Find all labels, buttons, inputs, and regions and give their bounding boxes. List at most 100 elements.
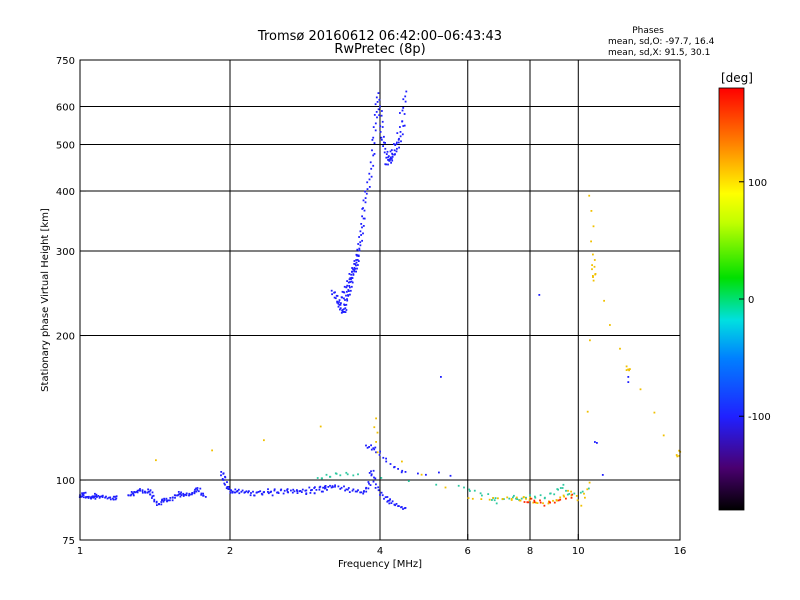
data-point [257, 491, 260, 493]
data-point [106, 497, 109, 500]
data-point [480, 498, 483, 500]
data-point [132, 494, 135, 497]
data-point [253, 494, 255, 497]
x-tick-label: 2 [227, 546, 233, 557]
data-point [200, 492, 203, 495]
data-point [399, 126, 401, 128]
data-point [291, 491, 294, 494]
data-point [337, 485, 340, 488]
data-point [579, 491, 582, 494]
data-point [404, 95, 407, 98]
data-point [565, 497, 567, 500]
data-point [366, 446, 369, 449]
data-point [401, 109, 404, 112]
data-point [322, 486, 324, 489]
data-point [347, 289, 350, 291]
data-point [387, 155, 390, 157]
data-point [299, 490, 302, 492]
data-point [279, 489, 282, 492]
data-point [343, 485, 345, 488]
data-point [627, 381, 630, 383]
data-point [286, 489, 288, 491]
data-point [372, 480, 375, 483]
data-point [332, 486, 334, 488]
data-point [351, 267, 353, 269]
data-point [194, 488, 196, 491]
data-point [333, 296, 336, 299]
data-point [385, 457, 387, 460]
data-point [346, 299, 349, 302]
data-point [369, 161, 372, 164]
data-point [202, 492, 204, 495]
data-point [402, 98, 405, 101]
data-point [353, 270, 356, 273]
data-point [160, 501, 163, 503]
data-point [525, 497, 527, 500]
x-tick-label: 16 [674, 546, 687, 557]
data-point [339, 303, 342, 306]
data-point [403, 124, 406, 127]
data-point [165, 497, 168, 500]
data-point [156, 504, 158, 506]
data-point [351, 276, 353, 279]
data-point [151, 497, 153, 499]
data-point [387, 159, 389, 161]
data-point [368, 472, 371, 474]
data-point [191, 492, 194, 495]
data-point [662, 434, 665, 437]
data-point [350, 278, 352, 280]
data-point [543, 504, 546, 507]
phase-stats-o: mean, sd,O: -97.7, 16.4 [608, 37, 715, 47]
data-point [361, 239, 363, 242]
data-point [139, 489, 141, 492]
data-point [378, 454, 381, 456]
data-point [115, 495, 118, 498]
data-point [161, 498, 164, 501]
data-point [362, 217, 365, 220]
data-point [151, 495, 154, 498]
y-axis-ticks: 75 100 200 300 400 500 600 750 [56, 56, 86, 547]
data-point [553, 501, 556, 504]
data-point [86, 496, 89, 498]
data-point [510, 499, 513, 501]
data-point [82, 496, 85, 499]
data-point [364, 197, 367, 199]
data-point [241, 489, 244, 492]
data-point [487, 493, 490, 495]
data-point [513, 494, 515, 497]
data-point [139, 488, 141, 490]
data-point [341, 309, 343, 312]
data-point [374, 446, 377, 449]
data-point [269, 491, 272, 494]
data-point [240, 490, 243, 493]
data-point [358, 236, 360, 238]
data-point [282, 492, 285, 495]
data-point [334, 485, 336, 488]
data-point [357, 489, 359, 492]
data-point [329, 484, 331, 487]
data-point [376, 116, 378, 119]
colorbar-label: [deg] [721, 71, 753, 85]
data-point [166, 499, 168, 502]
data-point [355, 259, 358, 261]
data-point [229, 491, 232, 494]
data-point [337, 305, 340, 308]
data-point [404, 471, 407, 473]
data-point [372, 164, 375, 167]
data-point [381, 120, 384, 123]
data-point [211, 449, 213, 452]
data-point [250, 492, 252, 494]
data-point [342, 291, 345, 293]
data-point [127, 494, 130, 497]
data-point [380, 138, 383, 141]
data-point [539, 499, 541, 502]
data-point [244, 491, 247, 493]
data-point [557, 499, 560, 502]
data-point [370, 474, 373, 477]
phases-header: Phases [632, 26, 664, 36]
data-point [401, 469, 404, 472]
data-point [385, 163, 387, 166]
data-point [444, 486, 447, 489]
data-point [528, 499, 531, 502]
data-point [348, 285, 351, 287]
